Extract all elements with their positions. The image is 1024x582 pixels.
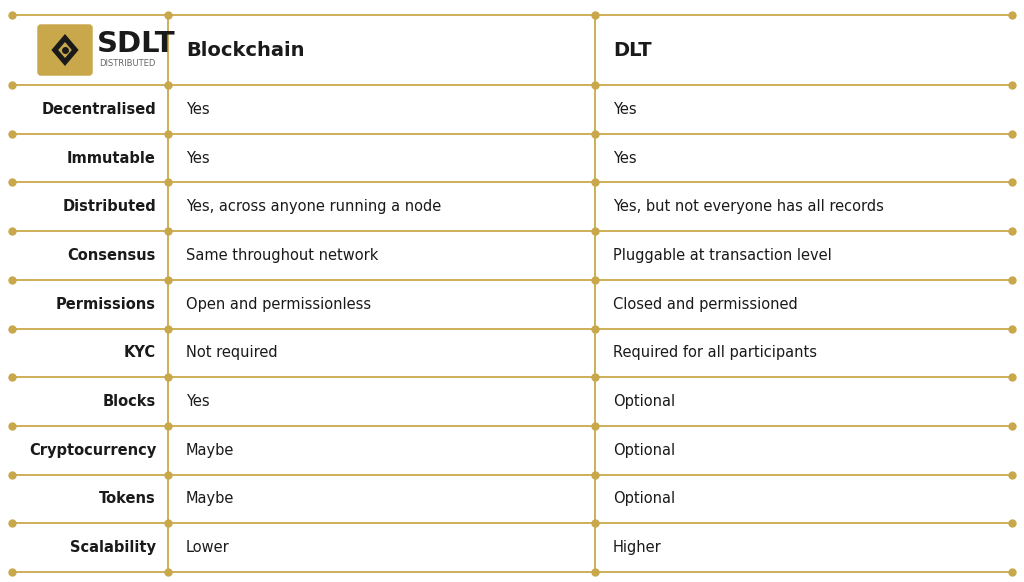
Text: Pluggable at transaction level: Pluggable at transaction level	[613, 248, 831, 263]
Text: Tokens: Tokens	[99, 491, 156, 506]
Text: Scalability: Scalability	[70, 540, 156, 555]
Text: Yes: Yes	[613, 102, 637, 117]
Text: DLT: DLT	[613, 41, 651, 59]
Text: Blockchain: Blockchain	[186, 41, 304, 59]
Text: Same throughout network: Same throughout network	[186, 248, 379, 263]
Polygon shape	[58, 42, 72, 58]
Text: Maybe: Maybe	[186, 491, 234, 506]
Text: Yes: Yes	[186, 394, 210, 409]
Text: Immutable: Immutable	[68, 151, 156, 165]
Text: Yes, across anyone running a node: Yes, across anyone running a node	[186, 199, 441, 214]
Text: Yes: Yes	[186, 102, 210, 117]
Text: Open and permissionless: Open and permissionless	[186, 297, 371, 311]
Text: Consensus: Consensus	[68, 248, 156, 263]
Text: Permissions: Permissions	[56, 297, 156, 311]
Text: Yes: Yes	[186, 151, 210, 165]
Text: Optional: Optional	[613, 443, 675, 458]
Text: Optional: Optional	[613, 394, 675, 409]
Text: Higher: Higher	[613, 540, 662, 555]
Text: Required for all participants: Required for all participants	[613, 345, 817, 360]
Text: Cryptocurrency: Cryptocurrency	[29, 443, 156, 458]
Text: Blocks: Blocks	[102, 394, 156, 409]
Text: Lower: Lower	[186, 540, 229, 555]
Text: DISTRIBUTED: DISTRIBUTED	[99, 59, 156, 68]
Text: Decentralised: Decentralised	[41, 102, 156, 117]
FancyBboxPatch shape	[39, 26, 91, 74]
Text: Optional: Optional	[613, 491, 675, 506]
Text: KYC: KYC	[124, 345, 156, 360]
Text: Yes, but not everyone has all records: Yes, but not everyone has all records	[613, 199, 884, 214]
Text: SDLT: SDLT	[97, 30, 176, 58]
Polygon shape	[51, 34, 79, 66]
Text: Yes: Yes	[613, 151, 637, 165]
Text: Maybe: Maybe	[186, 443, 234, 458]
Text: Closed and permissioned: Closed and permissioned	[613, 297, 798, 311]
Text: Distributed: Distributed	[62, 199, 156, 214]
Text: Not required: Not required	[186, 345, 278, 360]
